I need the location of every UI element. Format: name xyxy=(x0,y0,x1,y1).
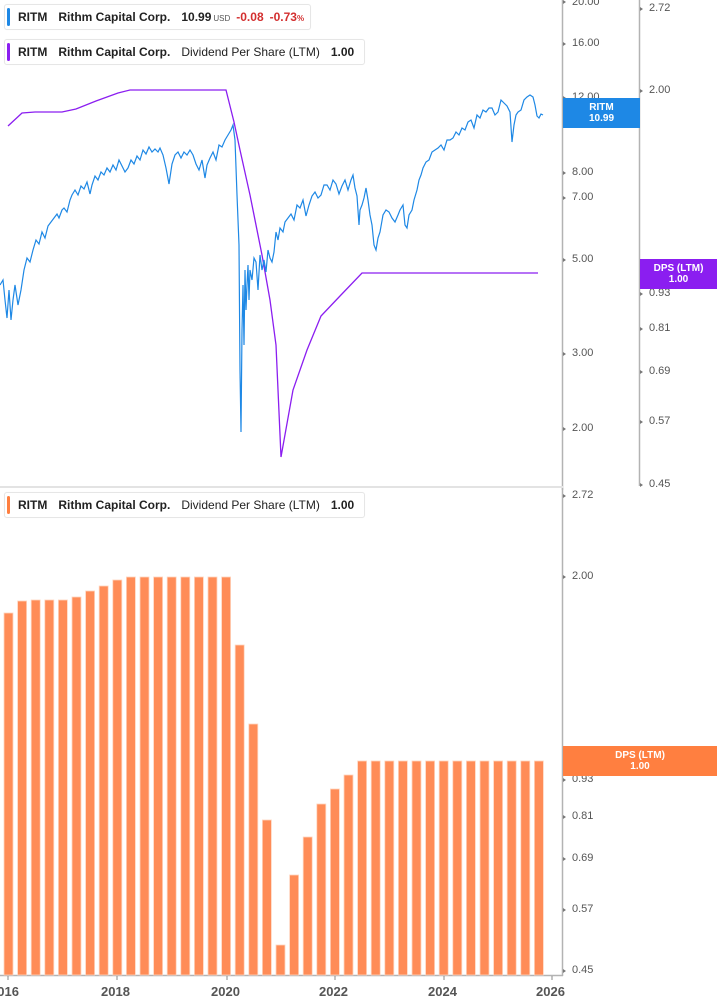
dps-tag-label: DPS (LTM) xyxy=(653,263,704,274)
series-color-swatch xyxy=(7,8,10,26)
legend-company-name: Rithm Capital Corp. xyxy=(58,45,171,59)
legend-dps-top[interactable]: RITM Rithm Capital Corp. Dividend Per Sh… xyxy=(4,39,366,65)
legend-price-value: 10.99 xyxy=(181,10,212,24)
bottom-dps-tick-0.69: 0.69 xyxy=(572,852,594,864)
legend-price[interactable]: RITM Rithm Capital Corp. 10.99 USD -0.08… xyxy=(4,4,312,30)
bottom-dps-tick-0.81: 0.81 xyxy=(572,810,594,822)
dps-tag-value: 1.00 xyxy=(630,761,650,772)
x-tick-2020: 2020 xyxy=(211,984,240,999)
legend-change-pct: -0.73% xyxy=(270,10,304,24)
dps-bars xyxy=(3,576,544,976)
dps-tag-value: 1.00 xyxy=(668,274,689,285)
dps-value-tag-top: DPS (LTM) 1.00 xyxy=(640,259,717,289)
legend-ticker: RITM xyxy=(18,10,48,24)
bottom-dps-tick-0.45: 0.45 xyxy=(572,964,594,976)
x-tick-2018: 2018 xyxy=(101,984,130,999)
legend-metric: Dividend Per Share (LTM) xyxy=(181,45,320,59)
x-tick-2024: 2024 xyxy=(428,984,457,999)
series-color-swatch xyxy=(7,43,10,61)
dps-value-tag-bottom: DPS (LTM) 1.00 xyxy=(563,746,717,776)
legend-ticker: RITM xyxy=(18,498,48,512)
legend-metric-value: 1.00 xyxy=(330,498,355,512)
bottom-dps-tick-0.57: 0.57 xyxy=(572,903,594,915)
panel-divider[interactable] xyxy=(0,486,563,488)
price-line xyxy=(0,94,544,433)
pct-symbol: % xyxy=(296,14,305,23)
price-value-tag: RITM 10.99 xyxy=(563,98,640,128)
legend-change: -0.08 xyxy=(236,10,264,24)
legend-company-name: Rithm Capital Corp. xyxy=(58,10,171,24)
price-tag-value: 10.99 xyxy=(588,113,615,124)
bottom-dps-tick-2.72: 2.72 xyxy=(572,489,594,501)
series-color-swatch xyxy=(7,496,10,514)
legend-ticker: RITM xyxy=(18,45,48,59)
x-tick-2022: 2022 xyxy=(319,984,348,999)
price-tag-ticker: RITM xyxy=(589,102,614,113)
x-tick-2016: 2016 xyxy=(0,984,19,999)
legend-metric-value: 1.00 xyxy=(330,45,355,59)
bottom-dps-tick-2.00: 2.00 xyxy=(572,570,594,582)
dps-line xyxy=(7,89,538,458)
legend-dps-bottom[interactable]: RITM Rithm Capital Corp. Dividend Per Sh… xyxy=(4,492,366,518)
legend-currency: USD xyxy=(213,14,231,23)
change-pct-value: -0.73 xyxy=(269,10,297,24)
dps-tag-label: DPS (LTM) xyxy=(615,750,665,761)
legend-company-name: Rithm Capital Corp. xyxy=(58,498,171,512)
x-tick-2026: 2026 xyxy=(536,984,565,999)
price-dps-line-chart xyxy=(0,0,641,490)
legend-metric: Dividend Per Share (LTM) xyxy=(181,498,320,512)
